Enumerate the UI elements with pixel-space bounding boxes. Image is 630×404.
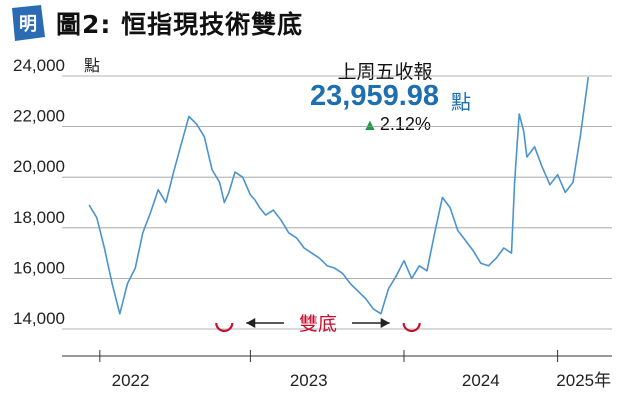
chart-title: 圖2: 恒指現技術雙底 bbox=[56, 10, 304, 39]
logo-shape bbox=[12, 5, 45, 41]
logo-text: 明 bbox=[19, 14, 37, 34]
y-tick-label-20000: 20,000 bbox=[13, 157, 65, 176]
y-tick-label-18000: 18,000 bbox=[13, 208, 65, 227]
x-label-2022: 2022 bbox=[112, 371, 150, 390]
y-unit-label: 點 bbox=[84, 57, 100, 75]
close-value: 23,959.98 bbox=[310, 80, 440, 112]
up-triangle-icon: ▲ bbox=[362, 117, 378, 134]
y-tick-label-14000: 14,000 bbox=[13, 309, 65, 328]
double-bottom-marker-1 bbox=[215, 322, 234, 333]
y-tick-label-22000: 22,000 bbox=[13, 107, 65, 126]
change-value: 2.12% bbox=[379, 114, 431, 134]
x-label-2023: 2023 bbox=[290, 371, 328, 390]
x-label-2025年: 2025年 bbox=[556, 371, 611, 390]
double-bottom-label: 雙底 bbox=[299, 313, 337, 335]
arrowhead-right bbox=[380, 318, 390, 328]
x-label-2024: 2024 bbox=[462, 371, 500, 390]
y-tick-label-16000: 16,000 bbox=[13, 258, 65, 277]
y-tick-label-24000: 24,000 bbox=[13, 56, 65, 75]
newspaper-logo: 明 bbox=[12, 5, 45, 41]
change-indicator: ▲ 2.12% bbox=[362, 114, 431, 135]
close-value-unit: 點 bbox=[451, 90, 471, 114]
arrowhead-left bbox=[246, 318, 256, 328]
double-bottom-marker-2 bbox=[402, 322, 421, 333]
